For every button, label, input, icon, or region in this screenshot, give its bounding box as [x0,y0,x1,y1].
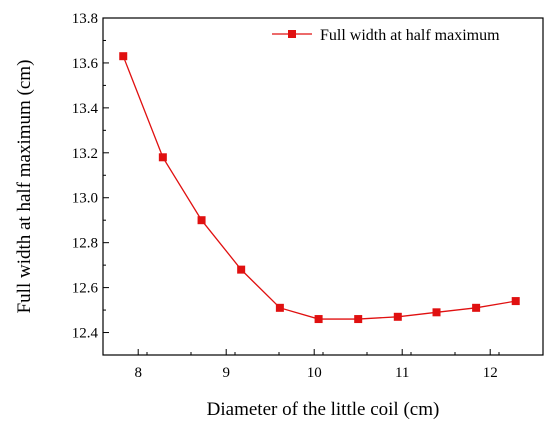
x-tick-label: 9 [222,365,230,381]
y-tick-label: 13.6 [72,56,99,72]
x-tick-label: 8 [134,365,142,381]
y-tick-label: 13.2 [72,146,98,162]
y-tick-label: 13.0 [72,191,98,207]
series-line [122,55,516,320]
data-point [237,265,246,274]
data-point [511,297,520,306]
data-point [354,315,363,324]
x-tick-label: 12 [483,365,498,381]
data-point [432,308,441,317]
legend: Full width at half maximum [272,27,500,44]
series-layer [119,52,520,324]
x-axis-title: Diameter of the little coil (cm) [207,399,440,420]
y-tick-label: 12.4 [72,326,99,342]
legend-label: Full width at half maximum [320,27,500,44]
y-tick-label: 12.8 [72,236,98,252]
legend-marker-swatch [288,30,296,38]
y-tick-label: 12.6 [72,281,99,297]
data-point [314,315,323,324]
y-tick-label: 13.8 [72,11,98,27]
y-axis-title: Full width at half maximum (cm) [14,60,35,314]
y-axis: 12.4 12.6 12.8 13.0 13.2 13.4 13.6 13.8 [72,11,109,356]
x-axis: 8 9 10 11 12 [102,349,544,381]
data-point [119,52,128,61]
x-tick-label: 11 [395,365,409,381]
data-point [393,312,402,321]
x-tick-label: 10 [307,365,322,381]
data-point [472,303,481,312]
data-point [197,216,206,225]
y-tick-label: 13.4 [72,101,99,117]
data-point [275,303,284,312]
data-point [158,153,167,162]
